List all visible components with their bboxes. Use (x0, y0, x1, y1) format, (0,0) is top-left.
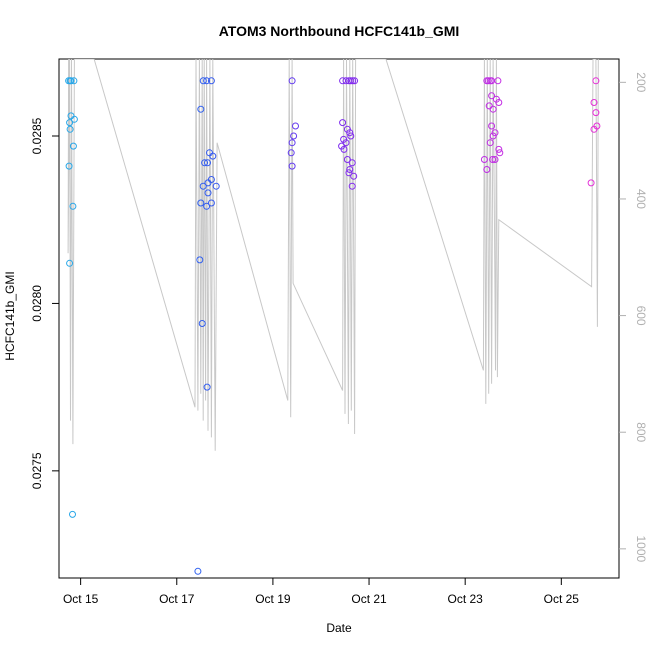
data-point (347, 77, 355, 85)
data-point (70, 115, 78, 123)
y2-tick-label: 600 (634, 306, 648, 326)
x-axis-label: Date (326, 621, 352, 635)
data-point (287, 149, 295, 157)
data-point (204, 179, 212, 187)
data-point (339, 119, 347, 127)
axes: Oct 15 Oct 17 Oct 19 Oct 21 Oct 23 Oct 25 0.02… (30, 72, 648, 606)
data-point (350, 172, 358, 180)
data-point (65, 162, 73, 170)
data-point (203, 77, 211, 85)
y2-tick-label: 400 (634, 189, 648, 209)
data-point (197, 105, 205, 113)
data-point (348, 159, 356, 167)
data-point (194, 567, 202, 575)
x-tick-label: Oct 25 (544, 592, 580, 606)
data-point (348, 182, 356, 190)
data-point (592, 77, 600, 85)
data-point (489, 105, 497, 113)
data-point (495, 145, 503, 153)
data-point (209, 152, 217, 160)
data-point (342, 77, 350, 85)
data-point (203, 383, 211, 391)
y-tick-label: 0.0285 (30, 117, 44, 154)
data-point (207, 199, 215, 207)
data-point (67, 77, 75, 85)
y-axis-label: HCFC141b_GMI (3, 271, 17, 360)
data-point (486, 139, 494, 147)
data-point (489, 132, 497, 140)
data-point (489, 156, 497, 163)
data-point (288, 77, 296, 85)
data-point (70, 77, 78, 85)
data-point (207, 77, 215, 85)
data-point (288, 162, 296, 170)
x-tick-label: Oct 23 (448, 592, 484, 606)
trajectory-lines (67, 59, 599, 451)
x-tick-label: Oct 15 (63, 592, 99, 606)
data-point (488, 122, 496, 130)
data-point (212, 182, 220, 190)
data-point (590, 125, 598, 133)
data-point (347, 132, 355, 140)
data-point (592, 109, 600, 117)
data-point (66, 259, 74, 267)
y2-tick-label: 800 (634, 422, 648, 442)
plot-frame (58, 58, 620, 579)
data-point (288, 139, 296, 147)
data-point (346, 129, 354, 137)
data-point (587, 179, 595, 187)
data-point (199, 77, 207, 85)
data-point (343, 156, 351, 163)
data-point (198, 320, 206, 327)
data-point (290, 132, 298, 140)
data-points (65, 77, 601, 575)
data-point (69, 142, 77, 150)
data-point (495, 99, 503, 106)
data-point (345, 169, 353, 177)
data-point (197, 199, 205, 207)
data-point (292, 122, 299, 130)
trajectory-line (67, 59, 599, 451)
data-point (590, 99, 598, 106)
data-point (488, 92, 496, 100)
data-point (66, 125, 74, 133)
data-point (484, 77, 492, 85)
data-point (204, 189, 212, 197)
data-point (199, 182, 207, 190)
x-tick-label: Oct 17 (159, 592, 195, 606)
y2-tick-label: 1000 (634, 535, 648, 562)
data-point (491, 156, 499, 163)
data-point (496, 149, 504, 157)
data-point (494, 77, 502, 85)
chart-title: ATOM3 Northbound HCFC141b_GMI (219, 23, 460, 39)
data-point (480, 156, 488, 163)
data-point (196, 256, 204, 264)
data-point (349, 77, 357, 85)
x-tick-label: Oct 19 (255, 592, 291, 606)
data-point (69, 510, 76, 518)
data-point (483, 166, 491, 173)
data-point (203, 202, 211, 210)
data-point (66, 119, 74, 127)
data-point (201, 159, 209, 167)
data-point (340, 145, 348, 153)
x-tick-label: Oct 21 (351, 592, 387, 606)
data-point (351, 77, 359, 85)
y2-tick-label: 200 (634, 72, 648, 92)
data-point (346, 166, 354, 173)
data-point (69, 202, 77, 210)
data-point (342, 139, 350, 147)
y-tick-label: 0.0275 (30, 452, 44, 489)
y-tick-label: 0.0280 (30, 285, 44, 322)
data-point (204, 159, 211, 167)
